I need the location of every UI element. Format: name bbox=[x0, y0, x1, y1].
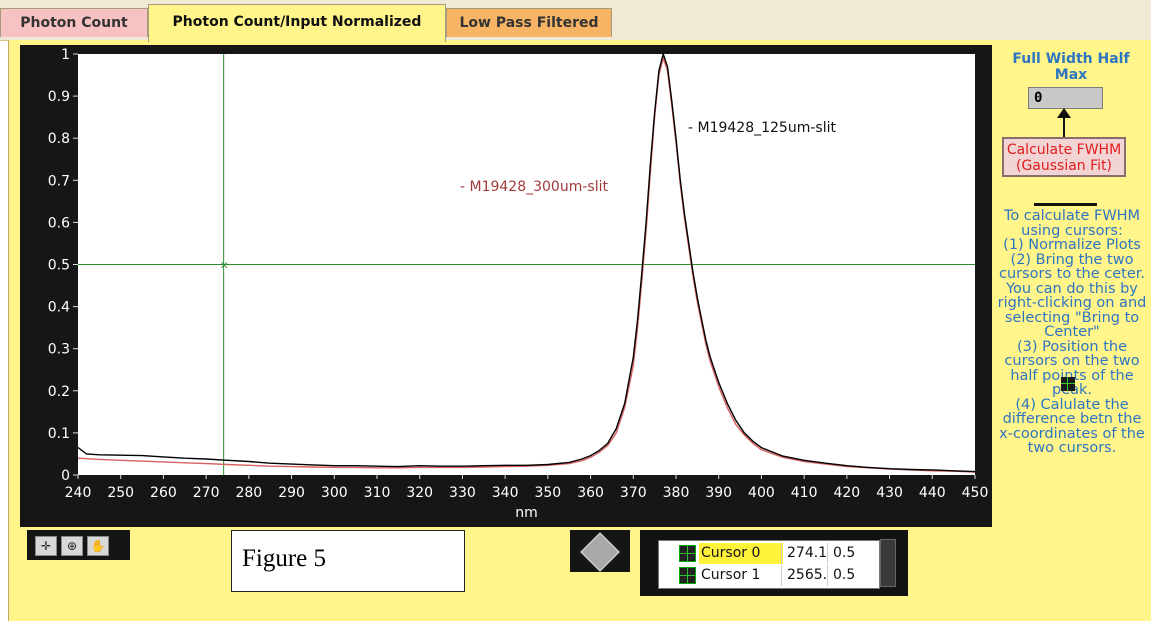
x-tick-label: 340 bbox=[492, 485, 519, 501]
y-tick-label: 0.8 bbox=[48, 131, 70, 147]
instruction-step-4: (4) Calulate the difference betn the x-c… bbox=[999, 396, 1145, 456]
figure-label: Figure 5 bbox=[242, 545, 327, 572]
y-tick-label: 0.5 bbox=[48, 258, 70, 274]
tab-photon-count-input-normalized[interactable]: Photon Count/Input Normalized bbox=[148, 4, 446, 42]
series-label-125um: - M19428_125um-slit bbox=[688, 120, 836, 136]
crosshair-icon bbox=[679, 567, 696, 584]
tab-strip: Photon Count Photon Count/Input Normaliz… bbox=[0, 0, 1151, 42]
arrow-head-icon bbox=[1057, 108, 1071, 118]
graph-palette: ✛ ⊕ ✋ bbox=[27, 530, 130, 560]
cursor-legend: Cursor 0 274.1 0.5 Cursor 1 2565.6 0.5 bbox=[640, 530, 908, 596]
x-tick-label: 330 bbox=[449, 485, 476, 501]
fwhm-instructions: To calculate FWHM using cursors: (1) Nor… bbox=[996, 209, 1148, 456]
cursor-name: Cursor 1 bbox=[701, 567, 761, 583]
x-axis-label: nm bbox=[515, 505, 538, 521]
x-tick-label: 240 bbox=[65, 485, 92, 501]
instruction-heading: To calculate FWHM using cursors: bbox=[1003, 208, 1141, 239]
cursor-row[interactable]: Cursor 0 274.1 0.5 bbox=[659, 543, 879, 565]
x-tick-label: 260 bbox=[150, 485, 177, 501]
instruction-step-3: (3) Position the cursors on the two half… bbox=[1004, 338, 1140, 397]
cursor-legend-scrollbar[interactable] bbox=[880, 539, 896, 587]
cursor-y-value[interactable]: 0.5 bbox=[827, 565, 871, 586]
pan-hand-tool-icon[interactable]: ✋ bbox=[87, 536, 109, 556]
x-tick-label: 430 bbox=[876, 485, 903, 501]
x-tick-label: 380 bbox=[663, 485, 690, 501]
divider-line bbox=[1034, 203, 1097, 206]
x-tick-label: 290 bbox=[278, 485, 305, 501]
y-tick-label: 0.6 bbox=[48, 215, 70, 231]
crosshair-icon bbox=[679, 545, 696, 562]
x-tick-label: 410 bbox=[791, 485, 818, 501]
cursor-crosshair-icon[interactable] bbox=[1061, 377, 1075, 391]
y-tick-label: 0 bbox=[61, 468, 70, 484]
series-label-300um: - M19428_300um-slit bbox=[460, 179, 608, 195]
y-tick-label: 1 bbox=[61, 47, 70, 63]
cursor-marker: × bbox=[220, 259, 229, 272]
fwhm-panel: Full Width Half Max 0 Calculate FWHM (Ga… bbox=[996, 45, 1151, 621]
y-tick-label: 0.3 bbox=[48, 342, 70, 358]
x-tick-label: 280 bbox=[235, 485, 262, 501]
fwhm-title: Full Width Half Max bbox=[1012, 51, 1130, 83]
series-line-300um bbox=[77, 55, 976, 473]
x-tick-label: 420 bbox=[833, 485, 860, 501]
cursor-table: Cursor 0 274.1 0.5 Cursor 1 2565.6 0.5 bbox=[658, 540, 880, 589]
y-tick-label: 0.7 bbox=[48, 173, 70, 189]
series-line-125um bbox=[77, 51, 976, 473]
x-tick-label: 250 bbox=[107, 485, 134, 501]
x-tick-label: 390 bbox=[705, 485, 732, 501]
instruction-step-2: (2) Bring the two cursors to the ceter. … bbox=[997, 251, 1147, 340]
instruction-step-1: (1) Normalize Plots bbox=[1003, 237, 1141, 253]
cursor-x-value[interactable]: 2565.6 bbox=[781, 565, 828, 586]
cursor-name: Cursor 0 bbox=[699, 543, 783, 564]
figure-caption-box: Figure 5 bbox=[231, 530, 465, 592]
x-tick-label: 400 bbox=[748, 485, 775, 501]
tab-photon-count[interactable]: Photon Count bbox=[0, 8, 148, 37]
x-tick-label: 310 bbox=[364, 485, 391, 501]
x-tick-label: 350 bbox=[534, 485, 561, 501]
x-tick-label: 370 bbox=[620, 485, 647, 501]
y-tick-label: 0.2 bbox=[48, 384, 70, 400]
cursor-nav-diamond-icon[interactable] bbox=[580, 532, 620, 572]
cursor-row[interactable]: Cursor 1 2565.6 0.5 bbox=[659, 565, 879, 587]
x-tick-label: 360 bbox=[577, 485, 604, 501]
arrow-up-icon bbox=[1063, 111, 1065, 137]
cursor-movement-control bbox=[570, 530, 630, 572]
spectrum-chart[interactable]: 0 0.1 0.2 0.3 0.4 0.5 0.6 0.7 0.8 0.9 1 240 250 260 27… bbox=[20, 45, 992, 527]
y-tick-label: 0.1 bbox=[48, 426, 70, 442]
calculate-fwhm-button[interactable]: Calculate FWHM (Gaussian Fit) bbox=[1002, 137, 1126, 177]
zoom-tool-icon[interactable]: ⊕ bbox=[61, 536, 83, 556]
graph-frame: 0 0.1 0.2 0.3 0.4 0.5 0.6 0.7 0.8 0.9 1 240 250 260 27… bbox=[20, 45, 992, 527]
x-tick-label: 450 bbox=[962, 485, 989, 501]
y-tick-label: 0.9 bbox=[48, 89, 70, 105]
x-tick-label: 300 bbox=[321, 485, 348, 501]
fwhm-value-indicator: 0 bbox=[1028, 87, 1103, 109]
x-tick-label: 440 bbox=[919, 485, 946, 501]
x-tick-label: 270 bbox=[193, 485, 220, 501]
cursor-move-tool-icon[interactable]: ✛ bbox=[35, 536, 57, 556]
x-tick-label: 320 bbox=[406, 485, 433, 501]
cursor-y-value[interactable]: 0.5 bbox=[827, 543, 871, 564]
cursor-x-value[interactable]: 274.1 bbox=[781, 543, 828, 564]
y-tick-label: 0.4 bbox=[48, 300, 70, 316]
tab-low-pass-filtered[interactable]: Low Pass Filtered bbox=[446, 8, 612, 37]
